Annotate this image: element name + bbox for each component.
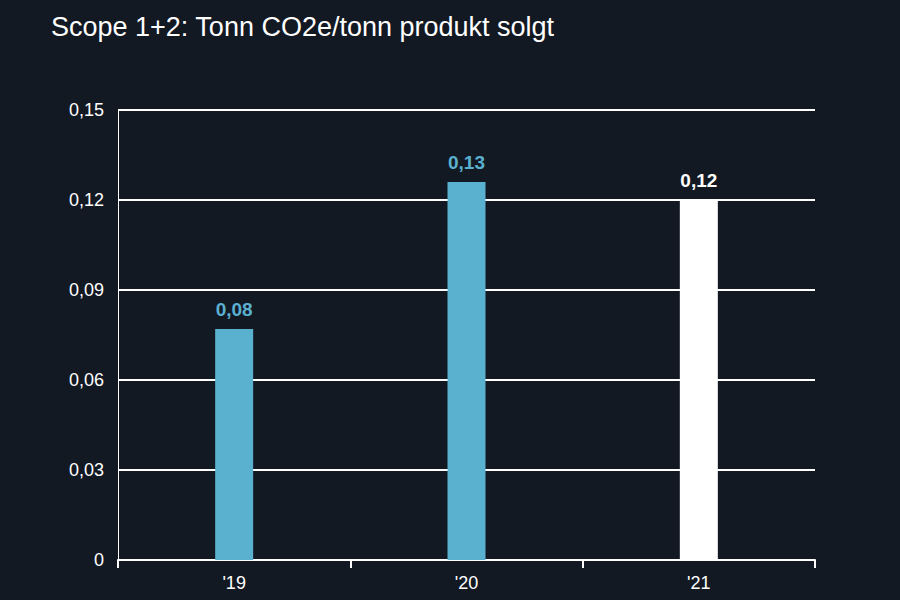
svg-text:0,08: 0,08 [216, 299, 253, 320]
svg-text:'21: '21 [687, 573, 710, 593]
svg-text:0,03: 0,03 [69, 460, 104, 480]
svg-text:'20: '20 [455, 573, 478, 593]
svg-text:0,13: 0,13 [448, 152, 485, 173]
svg-text:0,12: 0,12 [69, 190, 104, 210]
svg-text:'19: '19 [222, 573, 245, 593]
svg-text:Scope 1+2: Tonn CO2e/tonn prod: Scope 1+2: Tonn CO2e/tonn produkt solgt [51, 12, 555, 42]
svg-text:0,06: 0,06 [69, 370, 104, 390]
svg-text:0,15: 0,15 [69, 100, 104, 120]
svg-text:0,09: 0,09 [69, 280, 104, 300]
svg-text:0: 0 [94, 550, 104, 570]
svg-text:0,12: 0,12 [680, 170, 717, 191]
